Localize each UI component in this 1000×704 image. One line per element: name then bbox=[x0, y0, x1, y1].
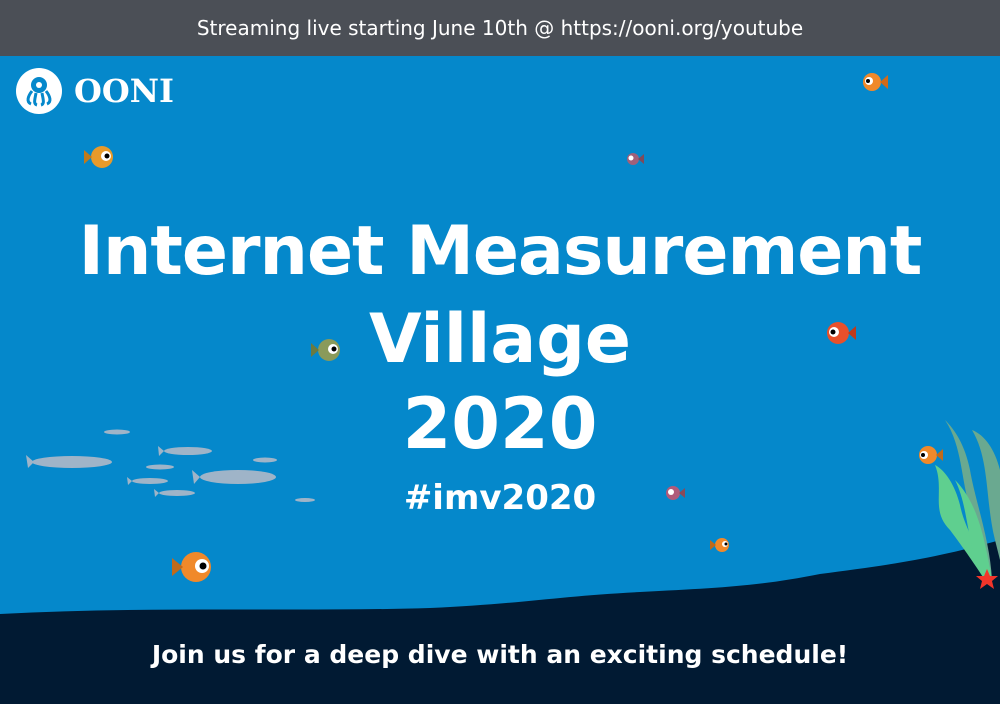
footer-text: Join us for a deep dive with an exciting… bbox=[151, 640, 849, 669]
announcement-banner: Streaming live starting June 10th @ http… bbox=[0, 0, 1000, 56]
fish-icon bbox=[863, 73, 888, 91]
seaweed-icon bbox=[935, 420, 1000, 580]
starfish-icon bbox=[976, 569, 998, 589]
fish-icon bbox=[827, 322, 856, 344]
sardine-school bbox=[26, 429, 315, 502]
fish-icon bbox=[919, 446, 943, 464]
title-line-1: Internet Measurement bbox=[78, 212, 923, 291]
logo-text: OONI bbox=[74, 72, 174, 110]
fish-icon bbox=[710, 538, 729, 552]
fish-icon bbox=[84, 146, 113, 168]
fish-icon bbox=[627, 153, 644, 165]
fish-icon bbox=[311, 339, 340, 361]
octopus-icon bbox=[16, 68, 62, 114]
fish-icon bbox=[666, 486, 685, 500]
title-line-3: 2020 bbox=[402, 383, 598, 465]
fish-icon bbox=[172, 552, 211, 582]
banner-text: Streaming live starting June 10th @ http… bbox=[196, 16, 804, 40]
hashtag: #imv2020 bbox=[403, 478, 597, 518]
ooni-logo[interactable]: OONI bbox=[16, 68, 174, 114]
title-line-2: Village bbox=[368, 300, 632, 379]
seabed bbox=[0, 540, 1000, 704]
